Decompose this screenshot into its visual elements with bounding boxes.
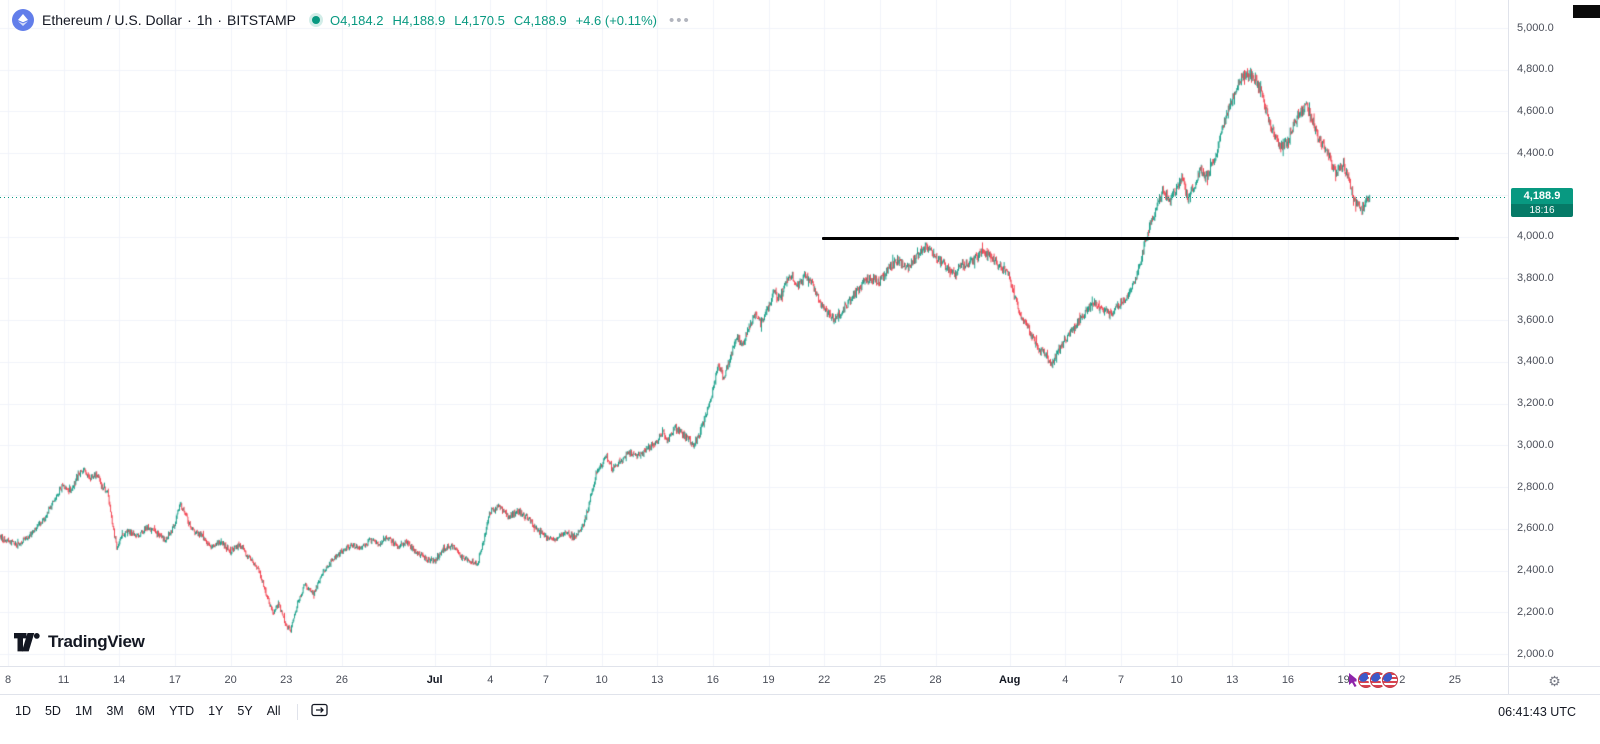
price-axis-label: 4,400.0 bbox=[1517, 146, 1554, 159]
range-button-1y[interactable]: 1Y bbox=[201, 700, 230, 722]
last-price-value: 4,188.9 bbox=[1511, 188, 1573, 205]
bottom-toolbar: 1D 5D 1M 3M 6M YTD 1Y 5Y All 06:41:43 UTC bbox=[0, 694, 1600, 744]
time-axis-label: 19 bbox=[762, 674, 775, 686]
toolbar-divider bbox=[296, 704, 298, 720]
go-to-date-icon[interactable] bbox=[307, 700, 332, 720]
interval-label[interactable]: 1h bbox=[196, 12, 213, 28]
price-axis-label: 3,000.0 bbox=[1517, 438, 1554, 451]
range-button-ytd[interactable]: YTD bbox=[162, 700, 201, 722]
time-axis-label: 16 bbox=[706, 674, 720, 686]
time-axis-label: 17 bbox=[168, 674, 182, 686]
range-button-1m[interactable]: 1M bbox=[68, 700, 99, 722]
price-axis-label: 4,800.0 bbox=[1517, 63, 1554, 76]
time-axis-label: 13 bbox=[651, 674, 664, 686]
symbol-legend: Ethereum / U.S. Dollar · 1h · BITSTAMP O… bbox=[12, 9, 691, 31]
time-axis-label: Jul bbox=[426, 674, 443, 686]
time-axis-label: 22 bbox=[818, 674, 831, 686]
ohlc-l-value: L4,170.5 bbox=[454, 12, 505, 28]
horizontal-trendline[interactable] bbox=[822, 237, 1459, 241]
range-button-1d[interactable]: 1D bbox=[8, 700, 38, 722]
symbol-title[interactable]: Ethereum / U.S. Dollar bbox=[42, 12, 183, 28]
range-button-5y[interactable]: 5Y bbox=[230, 700, 259, 722]
date-range-buttons: 1D 5D 1M 3M 6M YTD 1Y 5Y All bbox=[8, 700, 288, 722]
bar-countdown: 18:16 bbox=[1511, 204, 1573, 218]
axis-corner: ⚙ bbox=[1508, 666, 1600, 694]
time-axis-label: 10 bbox=[595, 674, 608, 686]
price-axis-label: 2,400.0 bbox=[1517, 564, 1554, 577]
price-axis-label: 2,600.0 bbox=[1517, 522, 1554, 535]
time-axis-label: 19 bbox=[1337, 674, 1350, 686]
chart-settings-gear-icon[interactable]: ⚙ bbox=[1548, 672, 1561, 689]
time-axis-label: Aug bbox=[998, 674, 1021, 686]
black-overlay-box bbox=[1573, 5, 1600, 18]
time-axis-label: 25 bbox=[1448, 674, 1462, 686]
time-axis-label: 4 bbox=[1062, 674, 1069, 686]
market-open-status-icon[interactable] bbox=[311, 16, 320, 24]
time-axis-label: 4 bbox=[487, 674, 494, 686]
time-axis-label: 7 bbox=[542, 674, 549, 686]
ohlc-o-value: O4,184.2 bbox=[329, 12, 384, 28]
time-axis-label: 23 bbox=[280, 674, 293, 686]
price-axis-label: 2,800.0 bbox=[1517, 480, 1554, 493]
tradingview-wordmark: TradingView bbox=[48, 632, 145, 651]
exchange-label[interactable]: BITSTAMP bbox=[226, 12, 296, 28]
time-axis-label: 7 bbox=[1117, 674, 1125, 686]
time-axis[interactable]: 8 11 14 17 20 23 26 Jul 4 7 10 13 16 19 22 25 28 Aug 4 7 10 1… bbox=[0, 666, 1532, 694]
price-axis[interactable]: 5,000.04,800.04,600.04,400.04,200.04,000… bbox=[1508, 0, 1600, 666]
ohlc-c-value: C4,188.9 bbox=[513, 12, 567, 28]
price-axis-label: 5,000.0 bbox=[1517, 21, 1554, 34]
ohlc-values: O4,184.2 H4,188.9 L4,170.5 C4,188.9 bbox=[330, 13, 567, 28]
time-axis-label: 28 bbox=[929, 674, 942, 686]
price-axis-label: 2,000.0 bbox=[1517, 647, 1554, 660]
ohlc-h-value: H4,188.9 bbox=[392, 12, 446, 28]
ethereum-logo-icon bbox=[12, 9, 34, 31]
legend-separator: · bbox=[187, 12, 192, 28]
last-price-badge: 4,188.9 18:16 bbox=[1511, 188, 1573, 218]
legend-separator: · bbox=[217, 12, 222, 28]
time-axis-label: 25 bbox=[873, 674, 886, 686]
chart-plot-area[interactable]: Ethereum / U.S. Dollar · 1h · BITSTAMP O… bbox=[0, 0, 1508, 666]
price-axis-label: 3,400.0 bbox=[1517, 355, 1554, 368]
cursor-icon bbox=[1349, 673, 1359, 687]
price-axis-label: 4,600.0 bbox=[1517, 104, 1554, 117]
last-price-dotted-line bbox=[0, 197, 1508, 198]
price-change-value: +4.6 (+0.11%) bbox=[575, 12, 658, 28]
price-axis-label: 3,800.0 bbox=[1517, 271, 1554, 284]
tradingview-logo[interactable]: TradingView bbox=[14, 632, 145, 652]
range-button-6m[interactable]: 6M bbox=[131, 700, 162, 722]
economic-event-flag-icon[interactable] bbox=[1382, 672, 1398, 688]
clock-utc[interactable]: 06:41:43 UTC bbox=[1498, 705, 1576, 719]
tradingview-logo-icon bbox=[14, 632, 40, 651]
price-axis-label: 4,000.0 bbox=[1517, 230, 1554, 243]
time-axis-label: 20 bbox=[224, 674, 237, 686]
price-axis-label: 2,200.0 bbox=[1517, 605, 1554, 618]
event-markers bbox=[1348, 672, 1398, 688]
price-axis-label: 3,200.0 bbox=[1517, 397, 1554, 410]
time-axis-label: 11 bbox=[57, 674, 70, 686]
range-button-3m[interactable]: 3M bbox=[99, 700, 130, 722]
time-axis-label: 26 bbox=[335, 674, 349, 686]
more-options-icon[interactable]: ••• bbox=[669, 11, 691, 29]
price-chart-canvas[interactable] bbox=[0, 0, 1508, 666]
time-axis-label: 10 bbox=[1170, 674, 1183, 686]
time-axis-label: 14 bbox=[113, 674, 126, 686]
time-axis-label: 13 bbox=[1226, 674, 1239, 686]
time-axis-label: 16 bbox=[1281, 674, 1295, 686]
time-axis-label: 8 bbox=[4, 674, 12, 686]
range-button-5d[interactable]: 5D bbox=[38, 700, 68, 722]
range-button-all[interactable]: All bbox=[260, 700, 288, 722]
price-axis-label: 3,600.0 bbox=[1517, 313, 1554, 326]
